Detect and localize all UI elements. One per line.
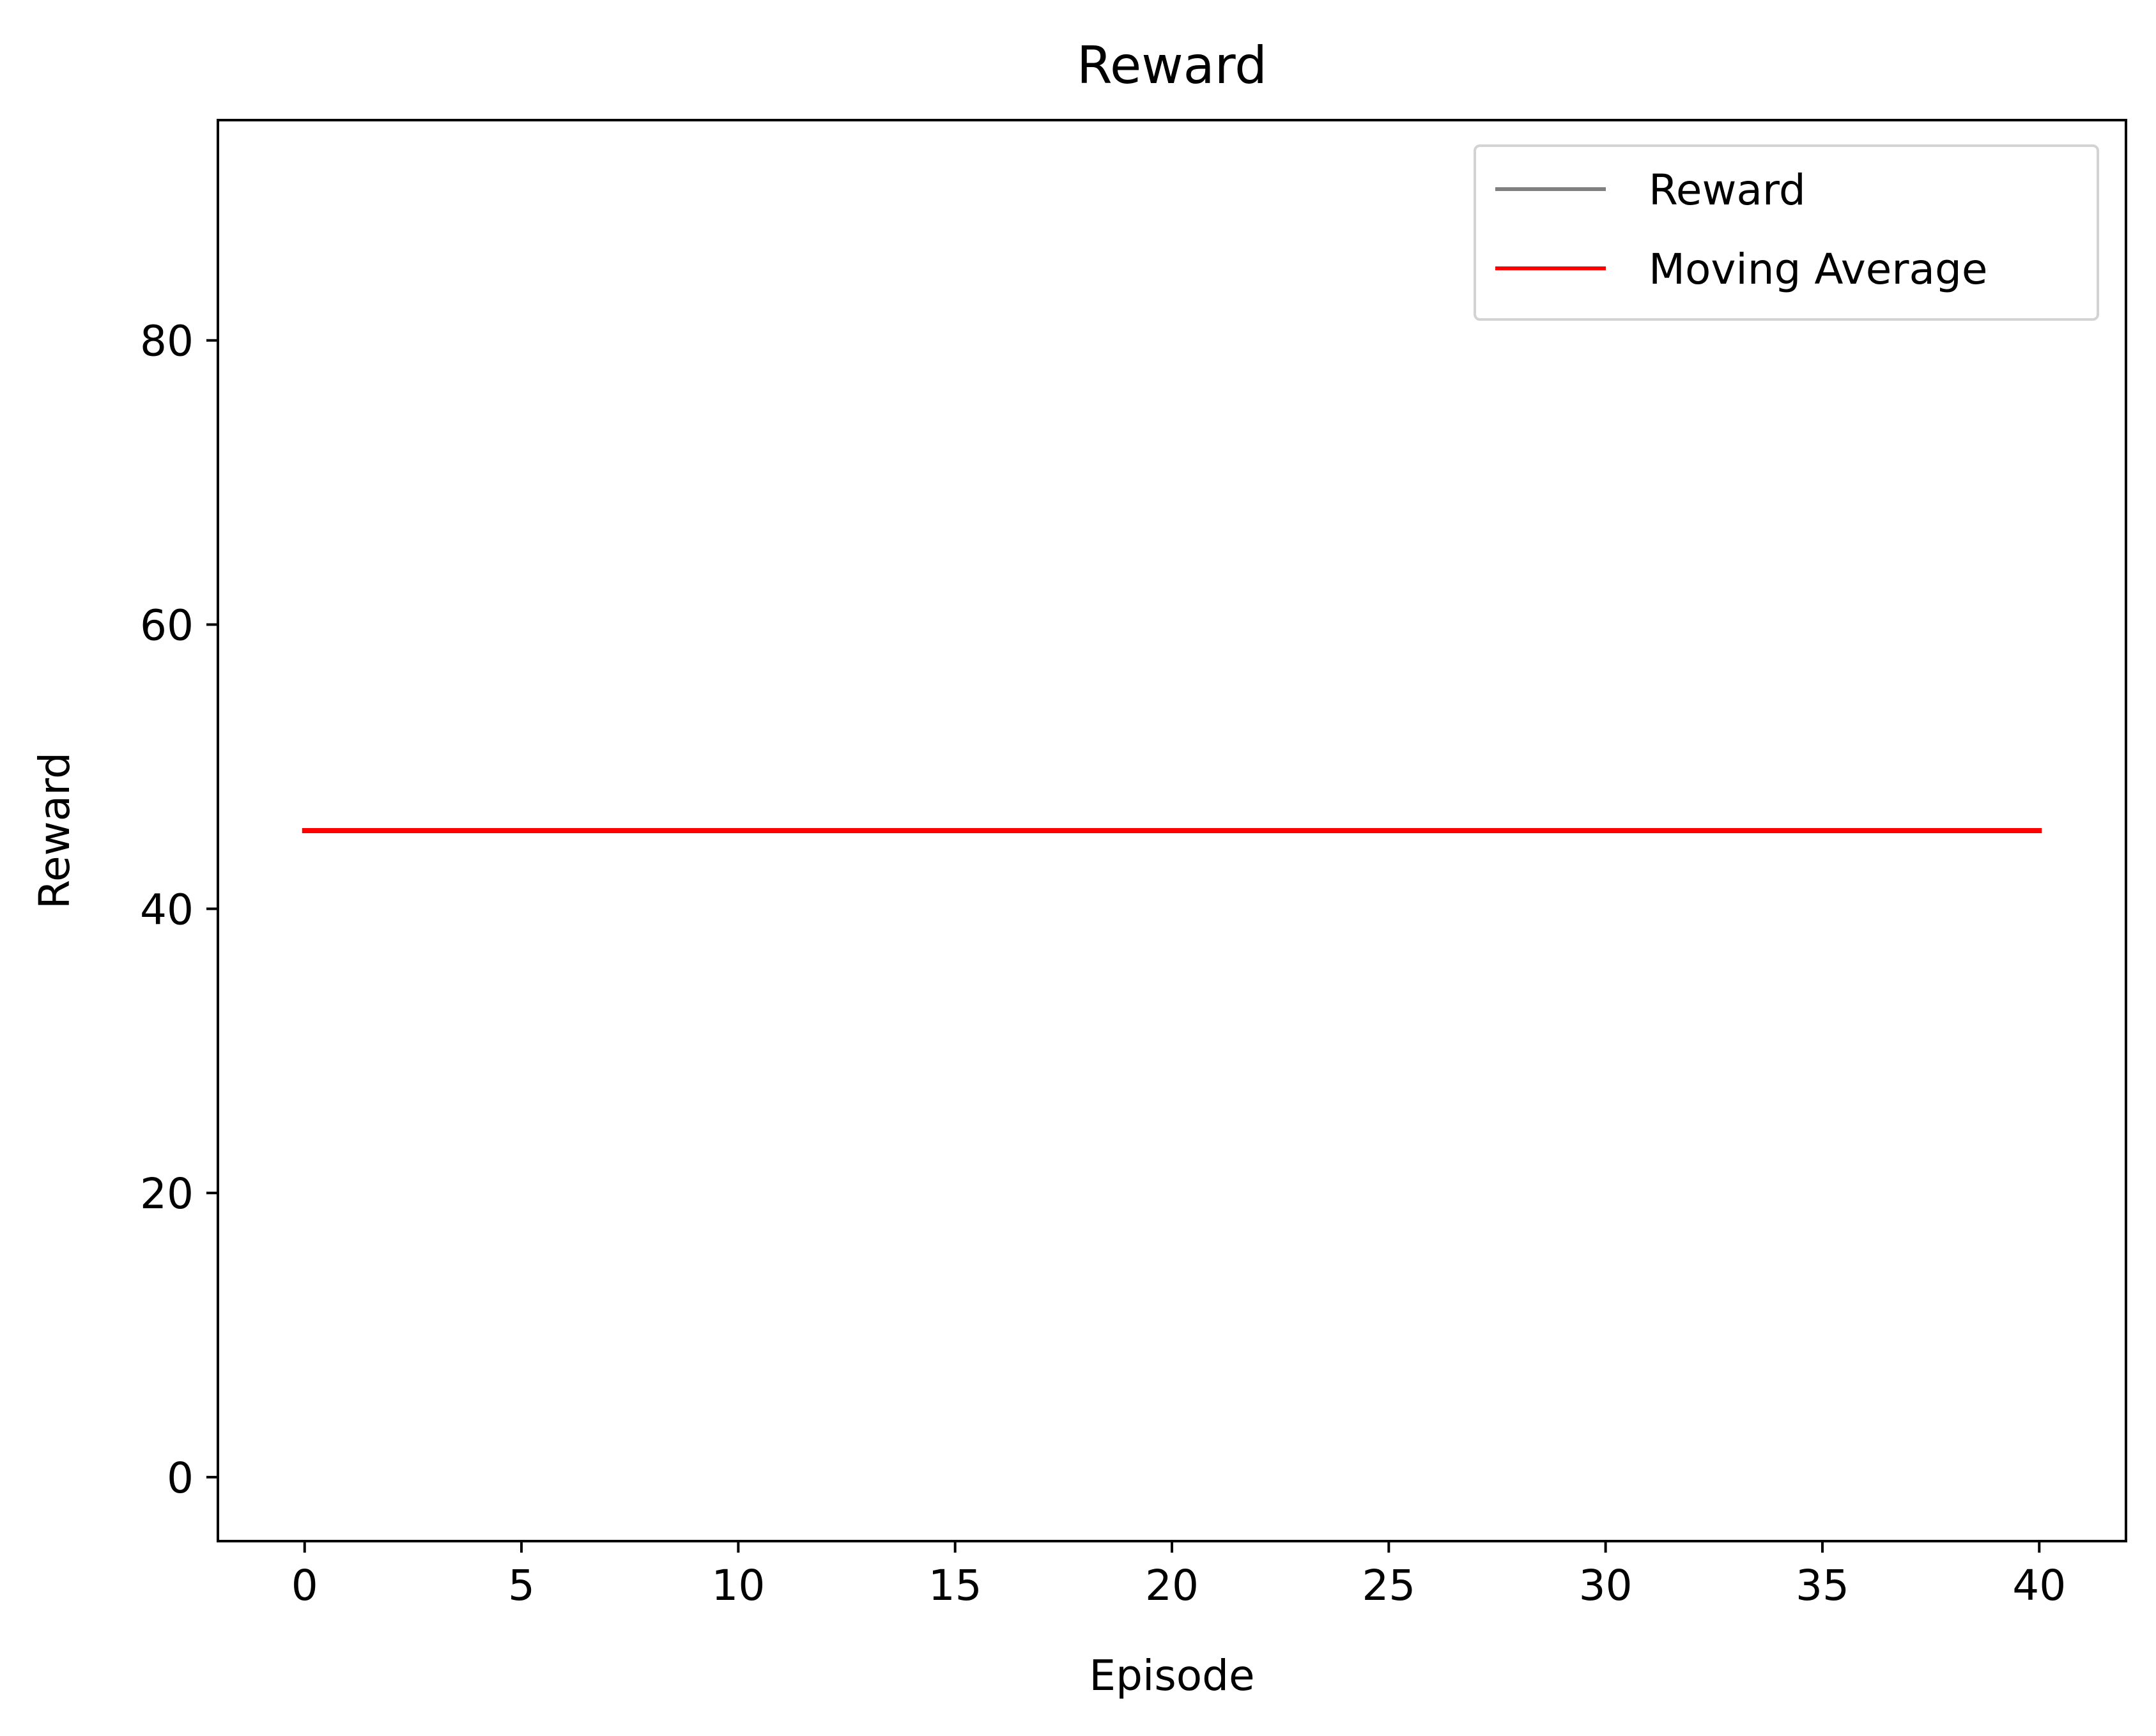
legend-label-moving-average: Moving Average — [1649, 245, 1987, 294]
x-tick-label: 35 — [1796, 1561, 1849, 1610]
y-tick-label: 60 — [140, 601, 194, 650]
y-tick-label: 20 — [140, 1169, 194, 1218]
x-axis-label: Episode — [1089, 1651, 1254, 1700]
x-tick-label: 30 — [1579, 1561, 1633, 1610]
legend-label-reward: Reward — [1649, 165, 1806, 215]
x-tick-label: 40 — [2012, 1561, 2066, 1610]
y-tick-label: 40 — [140, 885, 194, 934]
x-tick-label: 20 — [1145, 1561, 1199, 1610]
y-axis-ticks: 0 20 40 60 80 — [140, 317, 218, 1503]
legend-box — [1474, 144, 2099, 321]
x-tick-label: 5 — [508, 1561, 535, 1610]
legend: Reward Moving Average — [1474, 144, 2099, 321]
y-tick-label: 0 — [167, 1454, 194, 1503]
x-tick-label: 15 — [928, 1561, 982, 1610]
x-tick-label: 25 — [1362, 1561, 1415, 1610]
x-axis-ticks: 0 5 10 15 20 25 30 35 40 — [291, 1541, 2066, 1610]
x-tick-label: 10 — [711, 1561, 765, 1610]
y-tick-label: 80 — [140, 317, 194, 366]
x-tick-label: 0 — [291, 1561, 318, 1610]
y-axis-label: Reward — [30, 752, 79, 909]
chart-title: Reward — [1077, 36, 1267, 95]
